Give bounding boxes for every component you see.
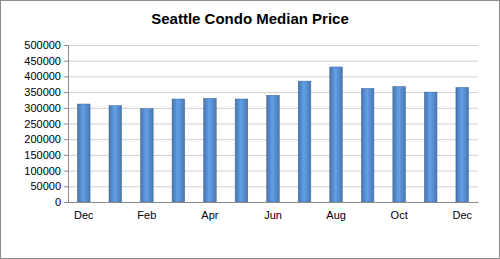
tick: 300000	[24, 102, 68, 114]
y-axis: 0 50000 100000 150000 200000 250000 300000 3500…	[24, 39, 68, 208]
tick-label: Oct	[391, 209, 408, 221]
tick-mark	[64, 61, 68, 62]
bar	[172, 99, 185, 202]
bar	[456, 87, 469, 202]
bar	[298, 81, 311, 202]
tick: 50000	[30, 180, 68, 192]
tick: 500000	[24, 39, 68, 51]
tick-label: 400000	[24, 70, 61, 82]
tick-mark	[64, 186, 68, 187]
grid-line	[68, 45, 478, 46]
grid-line	[68, 202, 478, 203]
grid	[68, 46, 478, 203]
tick-label: 350000	[24, 86, 61, 98]
tick: Jun	[264, 202, 282, 221]
grid-line	[68, 92, 478, 93]
tick: 350000	[24, 86, 68, 98]
bar	[267, 95, 280, 202]
bar	[204, 98, 217, 202]
chart-frame	[1, 1, 500, 259]
tick-mark	[64, 202, 68, 203]
tick-mark	[64, 108, 68, 109]
axis-line	[64, 46, 69, 203]
tick: 200000	[24, 133, 68, 145]
tick-label: Jun	[264, 209, 282, 221]
bar	[424, 92, 437, 202]
tick-label: 300000	[24, 102, 61, 114]
tick: 100000	[24, 165, 68, 177]
tick-label: 200000	[24, 133, 61, 145]
tick: 250000	[24, 118, 68, 130]
tick-mark	[64, 171, 68, 172]
tick: Dec	[74, 202, 94, 221]
bar	[361, 88, 374, 202]
tick: 400000	[24, 70, 68, 82]
tick-mark	[64, 76, 68, 77]
tick: Aug	[326, 202, 346, 221]
tick-label: Feb	[137, 209, 156, 221]
tick-label: Dec	[74, 209, 94, 221]
tick: Oct	[391, 202, 408, 221]
tick-mark	[64, 124, 68, 125]
tick-mark	[64, 139, 68, 140]
tick-label: 100000	[24, 165, 61, 177]
tick: 0	[55, 196, 68, 208]
tick-label: 500000	[24, 39, 61, 51]
grid-line	[68, 61, 478, 62]
tick: Dec	[452, 202, 472, 221]
tick-label: 450000	[24, 55, 61, 67]
tick-label: Apr	[201, 209, 218, 221]
axis-line	[69, 202, 479, 203]
tick-label: Aug	[326, 209, 346, 221]
tick-mark	[64, 155, 68, 156]
bar	[235, 99, 248, 202]
tick: 450000	[24, 55, 68, 67]
tick: 150000	[24, 149, 68, 161]
tick-mark	[64, 45, 68, 46]
bar	[393, 86, 406, 202]
tick-label: 50000	[30, 180, 61, 192]
chart: Seattle Condo Median Price 0 50000 100000 15…	[0, 0, 500, 259]
tick-label: 0	[55, 196, 61, 208]
title: Seattle Condo Median Price	[151, 10, 349, 27]
bar	[141, 109, 154, 202]
tick: Apr	[201, 202, 218, 221]
grid-line	[68, 76, 478, 77]
bar	[77, 104, 90, 202]
bar	[109, 106, 122, 202]
tick-label: Dec	[452, 209, 472, 221]
tick-mark	[64, 92, 68, 93]
x-axis: Dec Feb Apr Jun Aug Oct Dec	[69, 202, 479, 221]
tick-label: 150000	[24, 149, 61, 161]
bars	[77, 67, 468, 202]
bar	[330, 67, 343, 202]
tick-label: 250000	[24, 118, 61, 130]
tick: Feb	[137, 202, 156, 221]
